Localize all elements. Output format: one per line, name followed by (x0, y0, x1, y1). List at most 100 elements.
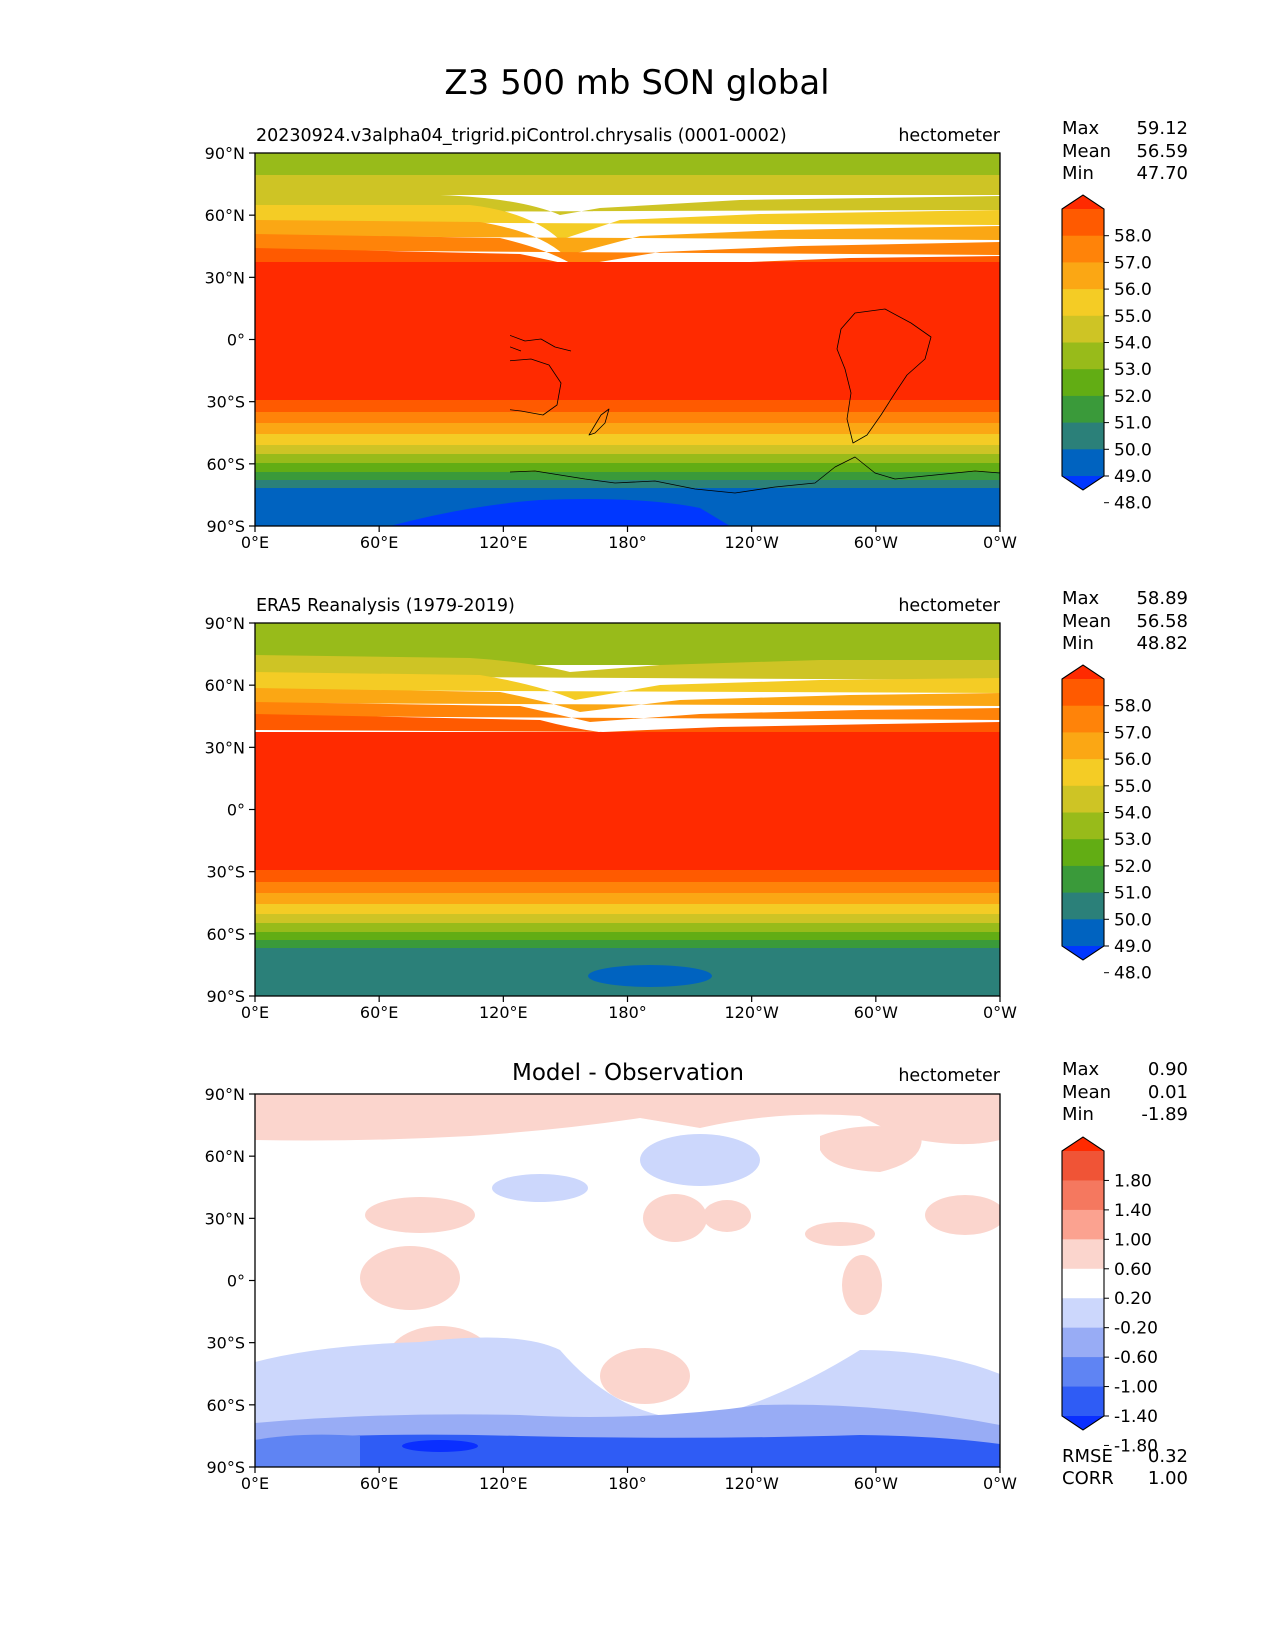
colorbar-segment (1062, 1268, 1104, 1299)
panel-test-x-axis: 0°E 60°E 120°E 180° 120°W 60°W 0°W (241, 526, 1017, 552)
y-tick-label: 60°S (206, 1396, 245, 1415)
colorbar-label: 49.0 (1114, 467, 1152, 487)
panel-diff-mean-label: Mean (1062, 1082, 1111, 1103)
y-tick-label: 60°N (205, 1147, 245, 1166)
colorbar-label: 54.0 (1114, 334, 1152, 354)
panel-ref-x-axis: 0°E 60°E 120°E 180° 120°W 60°W 0°W (241, 996, 1017, 1022)
colorbar-segment (1062, 1386, 1104, 1417)
colorbar-label: 1.40 (1114, 1201, 1152, 1221)
panel-test-left-title: 20230924.v3alpha04_trigrid.piControl.chr… (256, 126, 787, 146)
colorbar-label: 52.0 (1114, 387, 1152, 407)
x-tick-label: 120°E (479, 1003, 528, 1022)
colorbar-segment (1062, 1327, 1104, 1358)
panel-diff-rmse-label: RMSE (1062, 1446, 1113, 1467)
colorbar-segment (1062, 865, 1104, 894)
colorbar-label: -0.60 (1114, 1348, 1158, 1368)
figure-title: Z3 500 mb SON global (444, 63, 829, 103)
x-tick-label: 120°W (724, 533, 779, 552)
colorbar-extend-min (1062, 1416, 1104, 1430)
panel-test-max-label: Max (1062, 118, 1100, 139)
panel-diff-min-label: Min (1062, 1104, 1094, 1125)
band (255, 434, 1000, 445)
blob (820, 1126, 922, 1172)
colorbar-segment (1062, 289, 1104, 317)
colorbar-segment (1062, 342, 1104, 370)
band (255, 472, 1000, 480)
band (255, 205, 1000, 240)
x-tick-label: 60°W (854, 533, 898, 552)
x-tick-label: 0°E (241, 533, 269, 552)
colorbar-segment (1062, 892, 1104, 920)
blob (402, 1440, 478, 1452)
panel-ref-max-value: 58.89 (1136, 588, 1188, 609)
panel-test-max-value: 59.12 (1136, 118, 1188, 139)
colorbar-label: 58.0 (1114, 697, 1152, 717)
colorbar-label: -1.80 (1114, 1436, 1158, 1456)
y-tick-label: 30°S (206, 863, 245, 882)
colorbar-label: 50.0 (1114, 440, 1152, 460)
panel-test-colorbar: 58.0 57.0 56.0 55.0 54.0 53.0 52.0 51.0 50.0 49.0… (1061, 194, 1152, 514)
colorbar-segment (1062, 235, 1104, 263)
colorbar-label: 50.0 (1114, 910, 1152, 930)
colorbar-label: 48.0 (1114, 964, 1152, 984)
colorbar-label: 57.0 (1114, 723, 1152, 743)
colorbar-label: -1.40 (1114, 1407, 1158, 1427)
y-tick-label: 90°N (205, 1085, 245, 1104)
colorbar-segment (1062, 1151, 1104, 1181)
y-tick-label: 0° (227, 1272, 245, 1291)
band (255, 870, 1000, 882)
panel-ref-left-title: ERA5 Reanalysis (1979-2019) (256, 596, 515, 616)
blob (255, 1434, 360, 1467)
blob (588, 965, 712, 987)
y-tick-label: 60°S (206, 455, 245, 474)
colorbar-label: 52.0 (1114, 857, 1152, 877)
band (255, 882, 1000, 893)
panel-ref-min-label: Min (1062, 633, 1094, 654)
x-tick-label: 120°W (724, 1474, 779, 1493)
colorbar-segment (1062, 732, 1104, 760)
band (255, 220, 1000, 256)
colorbar-segment (1062, 1209, 1104, 1240)
band (255, 480, 1000, 488)
panel-ref-units: hectometer (898, 596, 1000, 616)
colorbar-label: 58.0 (1114, 227, 1152, 247)
colorbar-segment (1062, 315, 1104, 343)
colorbar-segment (1062, 785, 1104, 813)
x-tick-label: 60°E (360, 533, 398, 552)
band (255, 732, 1000, 870)
colorbar-label: 56.0 (1114, 280, 1152, 300)
y-tick-label: 30°S (206, 393, 245, 412)
panel-diff-x-axis: 0°E 60°E 120°E 180° 120°W 60°W 0°W (241, 1467, 1017, 1493)
panel-diff-center-title: Model - Observation (512, 1060, 744, 1086)
panel-diff-max-label: Max (1062, 1059, 1100, 1080)
band (255, 923, 1000, 932)
band (255, 445, 1000, 454)
band (255, 914, 1000, 923)
colorbar-label: 49.0 (1114, 937, 1152, 957)
panel-ref-mean-label: Mean (1062, 611, 1111, 632)
colorbar-extend-max (1062, 1137, 1104, 1151)
band (255, 672, 1000, 700)
colorbar-segment (1062, 209, 1104, 237)
x-tick-label: 60°W (854, 1003, 898, 1022)
panel-test: 20230924.v3alpha04_trigrid.piControl.chr… (205, 118, 1188, 552)
band (255, 412, 1000, 423)
x-tick-label: 60°W (854, 1474, 898, 1493)
blob (360, 1246, 460, 1310)
band (255, 454, 1000, 463)
blob (600, 1348, 690, 1404)
colorbar-segment (1062, 395, 1104, 424)
colorbar-label: 51.0 (1114, 414, 1152, 434)
panel-ref-y-axis: 90°N 60°N 30°N 0° 30°S 60°S 90°S (205, 614, 255, 1006)
x-tick-label: 0°W (983, 1474, 1017, 1493)
colorbar-label: 54.0 (1114, 804, 1152, 824)
panel-ref-min-value: 48.82 (1136, 633, 1188, 654)
panel-test-min-label: Min (1062, 163, 1094, 184)
blob (365, 1197, 475, 1233)
panel-ref-colorbar: 58.0 57.0 56.0 55.0 54.0 53.0 52.0 51.0 50.0 49.0… (1061, 664, 1152, 984)
panel-diff: Model - Observation hectometer (205, 1059, 1188, 1493)
panel-diff-corr-label: CORR (1062, 1468, 1114, 1489)
y-tick-label: 0° (227, 331, 245, 350)
blob (492, 1174, 588, 1202)
band (255, 262, 1000, 400)
